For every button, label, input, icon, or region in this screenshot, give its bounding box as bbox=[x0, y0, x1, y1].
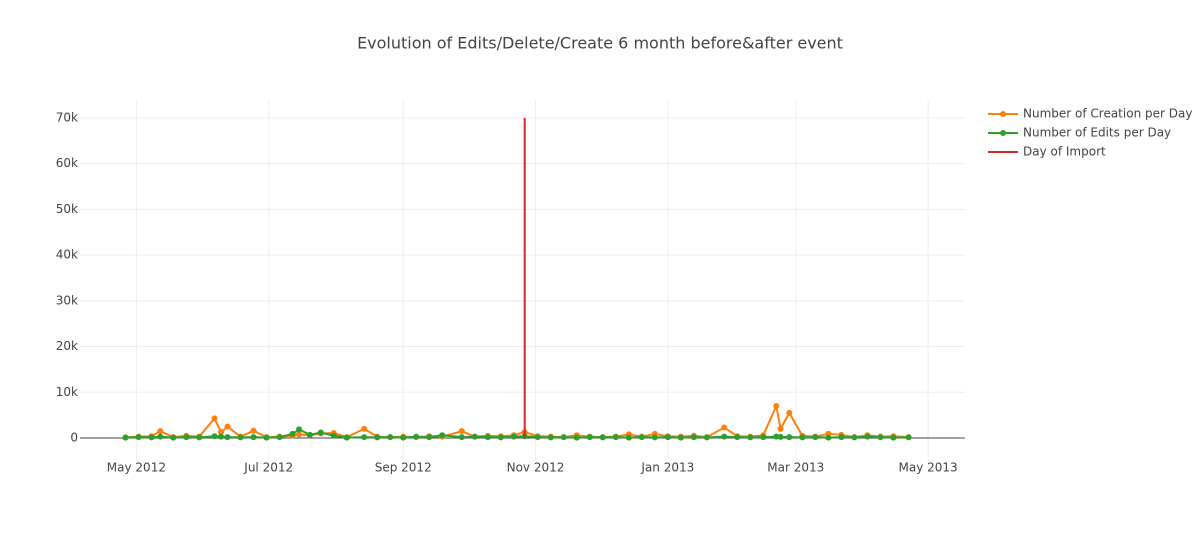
point bbox=[777, 425, 784, 432]
point bbox=[148, 434, 155, 441]
point bbox=[677, 434, 684, 441]
y-tick-label: 20k bbox=[56, 339, 78, 353]
point bbox=[296, 431, 303, 438]
y-tick-label: 40k bbox=[56, 248, 78, 262]
point bbox=[237, 434, 244, 441]
point bbox=[426, 434, 433, 441]
x-tick-label: Jul 2012 bbox=[243, 461, 293, 475]
point bbox=[263, 434, 270, 441]
point bbox=[361, 425, 368, 432]
point bbox=[625, 434, 632, 441]
legend-marker bbox=[1000, 130, 1006, 136]
point bbox=[413, 433, 420, 440]
y-tick-label: 60k bbox=[56, 156, 78, 170]
point bbox=[157, 428, 164, 435]
point bbox=[170, 434, 177, 441]
y-tick-label: 70k bbox=[56, 110, 78, 124]
point bbox=[612, 434, 619, 441]
point bbox=[224, 434, 231, 441]
point bbox=[599, 434, 606, 441]
point bbox=[773, 403, 780, 410]
x-tick-label: Jan 2013 bbox=[640, 461, 694, 475]
point bbox=[217, 433, 224, 440]
point bbox=[250, 427, 257, 434]
point bbox=[196, 434, 203, 441]
point bbox=[400, 434, 407, 441]
point bbox=[510, 433, 517, 440]
point bbox=[224, 423, 231, 430]
y-tick-label: 30k bbox=[56, 293, 78, 307]
x-tick-label: May 2013 bbox=[899, 461, 958, 475]
point bbox=[296, 426, 303, 433]
point bbox=[547, 434, 554, 441]
point bbox=[838, 434, 845, 441]
point bbox=[484, 434, 491, 441]
point bbox=[721, 433, 728, 440]
point bbox=[573, 434, 580, 441]
point bbox=[157, 433, 164, 440]
point bbox=[786, 434, 793, 441]
y-tick-label: 10k bbox=[56, 385, 78, 399]
point bbox=[877, 434, 884, 441]
legend-label: Day of Import bbox=[1023, 145, 1106, 159]
point bbox=[773, 433, 780, 440]
y-tick-label: 50k bbox=[56, 202, 78, 216]
point bbox=[586, 434, 593, 441]
point bbox=[122, 434, 129, 441]
point bbox=[534, 434, 541, 441]
point bbox=[211, 433, 218, 440]
point bbox=[361, 434, 368, 441]
point bbox=[497, 434, 504, 441]
point bbox=[890, 434, 897, 441]
point bbox=[317, 429, 324, 436]
point bbox=[330, 432, 337, 439]
point bbox=[458, 428, 465, 435]
point bbox=[183, 434, 190, 441]
point bbox=[135, 434, 142, 441]
point bbox=[439, 432, 446, 439]
point bbox=[777, 433, 784, 440]
point bbox=[703, 434, 710, 441]
point bbox=[851, 434, 858, 441]
x-tick-label: May 2012 bbox=[107, 461, 166, 475]
point bbox=[289, 430, 296, 437]
point bbox=[276, 434, 283, 441]
point bbox=[664, 434, 671, 441]
point bbox=[560, 434, 567, 441]
point bbox=[211, 415, 218, 422]
point bbox=[812, 434, 819, 441]
point bbox=[651, 434, 658, 441]
point bbox=[638, 434, 645, 441]
point bbox=[825, 434, 832, 441]
point bbox=[864, 433, 871, 440]
point bbox=[374, 434, 381, 441]
y-tick-label: 0 bbox=[70, 431, 78, 445]
legend-label: Number of Edits per Day bbox=[1023, 126, 1171, 140]
point bbox=[343, 434, 350, 441]
point bbox=[786, 409, 793, 416]
point bbox=[760, 434, 767, 441]
point bbox=[217, 429, 224, 436]
legend-marker bbox=[1000, 111, 1006, 117]
point bbox=[458, 434, 465, 441]
point bbox=[721, 424, 728, 431]
point bbox=[747, 434, 754, 441]
chart-title: Evolution of Edits/Delete/Create 6 month… bbox=[357, 34, 843, 53]
point bbox=[471, 433, 478, 440]
point bbox=[799, 434, 806, 441]
point bbox=[250, 434, 257, 441]
x-tick-label: Mar 2013 bbox=[767, 461, 824, 475]
point bbox=[387, 434, 394, 441]
point bbox=[905, 434, 912, 441]
x-tick-label: Sep 2012 bbox=[375, 461, 432, 475]
x-tick-label: Nov 2012 bbox=[507, 461, 565, 475]
legend-label: Number of Creation per Day bbox=[1023, 107, 1192, 121]
point bbox=[734, 434, 741, 441]
point bbox=[306, 431, 313, 438]
point bbox=[690, 434, 697, 441]
